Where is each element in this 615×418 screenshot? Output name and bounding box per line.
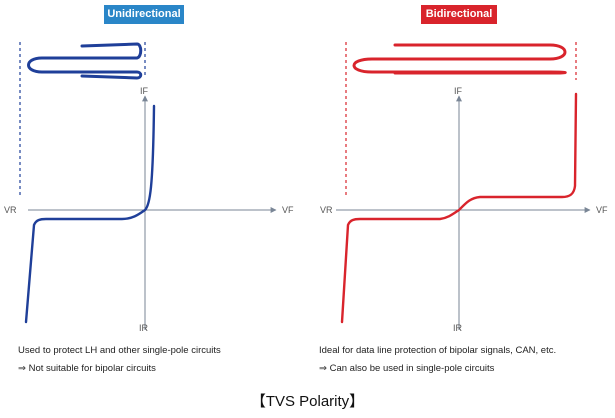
page-title: 【TVS Polarity】: [250, 393, 365, 410]
left-caption-line2: ⇒ Not suitable for bipolar circuits: [18, 363, 156, 374]
right-caption-line2: ⇒ Can also be used in single-pole circui…: [319, 363, 495, 374]
right-vr-label: VR: [320, 205, 333, 215]
right-ir-label: IR: [453, 323, 463, 333]
unidirectional-badge: Unidirectional: [104, 5, 184, 24]
left-caption-line1: Used to protect LH and other single-pole…: [18, 345, 221, 356]
right-if-label: IF: [454, 86, 463, 96]
right-vf-label: VF: [596, 205, 608, 215]
left-if-label: IF: [140, 86, 149, 96]
bidirectional-panel: IF IR VR VF: [320, 42, 608, 333]
bidirectional-coil-symbol: [352, 43, 567, 75]
bidirectional-badge: Bidirectional: [421, 5, 497, 24]
unidirectional-coil-symbol: [27, 42, 143, 80]
unidirectional-iv-curve: [24, 104, 156, 324]
right-caption-line1: Ideal for data line protection of bipola…: [319, 345, 557, 356]
bidirectional-iv-curve: [340, 92, 578, 324]
unidirectional-panel: IF IR VR VF: [4, 42, 294, 333]
left-ir-label: IR: [139, 323, 149, 333]
left-vr-label: VR: [4, 205, 17, 215]
left-vf-label: VF: [282, 205, 294, 215]
